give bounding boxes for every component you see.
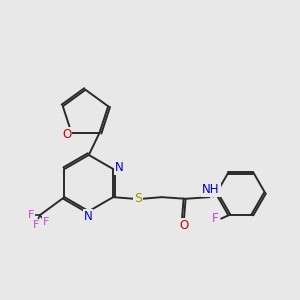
Text: F: F [43,217,50,227]
Text: NH: NH [202,183,220,196]
Text: F: F [212,212,218,225]
Text: N: N [84,210,92,223]
Text: S: S [134,192,142,205]
Text: F: F [33,220,40,230]
Text: F: F [28,210,34,220]
Text: O: O [179,219,189,232]
Text: N: N [115,161,124,174]
Text: O: O [62,128,71,141]
